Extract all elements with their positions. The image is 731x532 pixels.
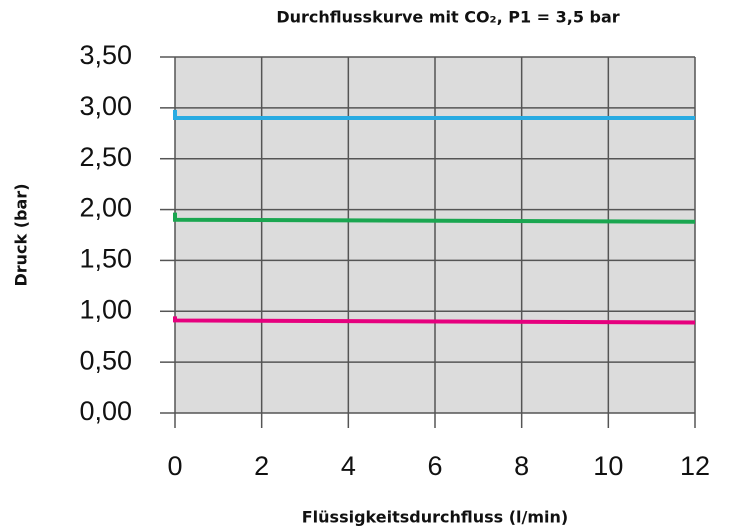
y-axis-label: Druck (bar) <box>12 183 31 286</box>
series-line <box>173 316 696 325</box>
y-tick-label: 2,00 <box>79 193 132 223</box>
y-tick-label: 0,00 <box>79 396 132 426</box>
y-tick-label: 0,50 <box>79 345 132 375</box>
series-line <box>173 109 695 121</box>
y-tick-label: 2,50 <box>79 142 132 172</box>
x-tick-label: 12 <box>680 451 710 481</box>
y-tick-label: 3,00 <box>79 91 132 121</box>
x-tick-label: 0 <box>167 451 182 481</box>
x-tick-label: 10 <box>593 451 623 481</box>
x-tick-label: 8 <box>514 451 529 481</box>
series-line <box>173 212 696 224</box>
y-tick-label: 1,50 <box>79 244 132 274</box>
y-tick-label: 1,00 <box>79 294 132 324</box>
x-tick-label: 2 <box>254 451 269 481</box>
chart-title: Durchflusskurve mit CO₂, P1 = 3,5 bar <box>276 8 619 27</box>
x-tick-label: 6 <box>427 451 442 481</box>
y-tick-label: 3,50 <box>79 40 132 70</box>
x-tick-label: 4 <box>341 451 356 481</box>
x-axis-label: Flüssigkeitsdurchfluss (l/min) <box>302 508 568 527</box>
